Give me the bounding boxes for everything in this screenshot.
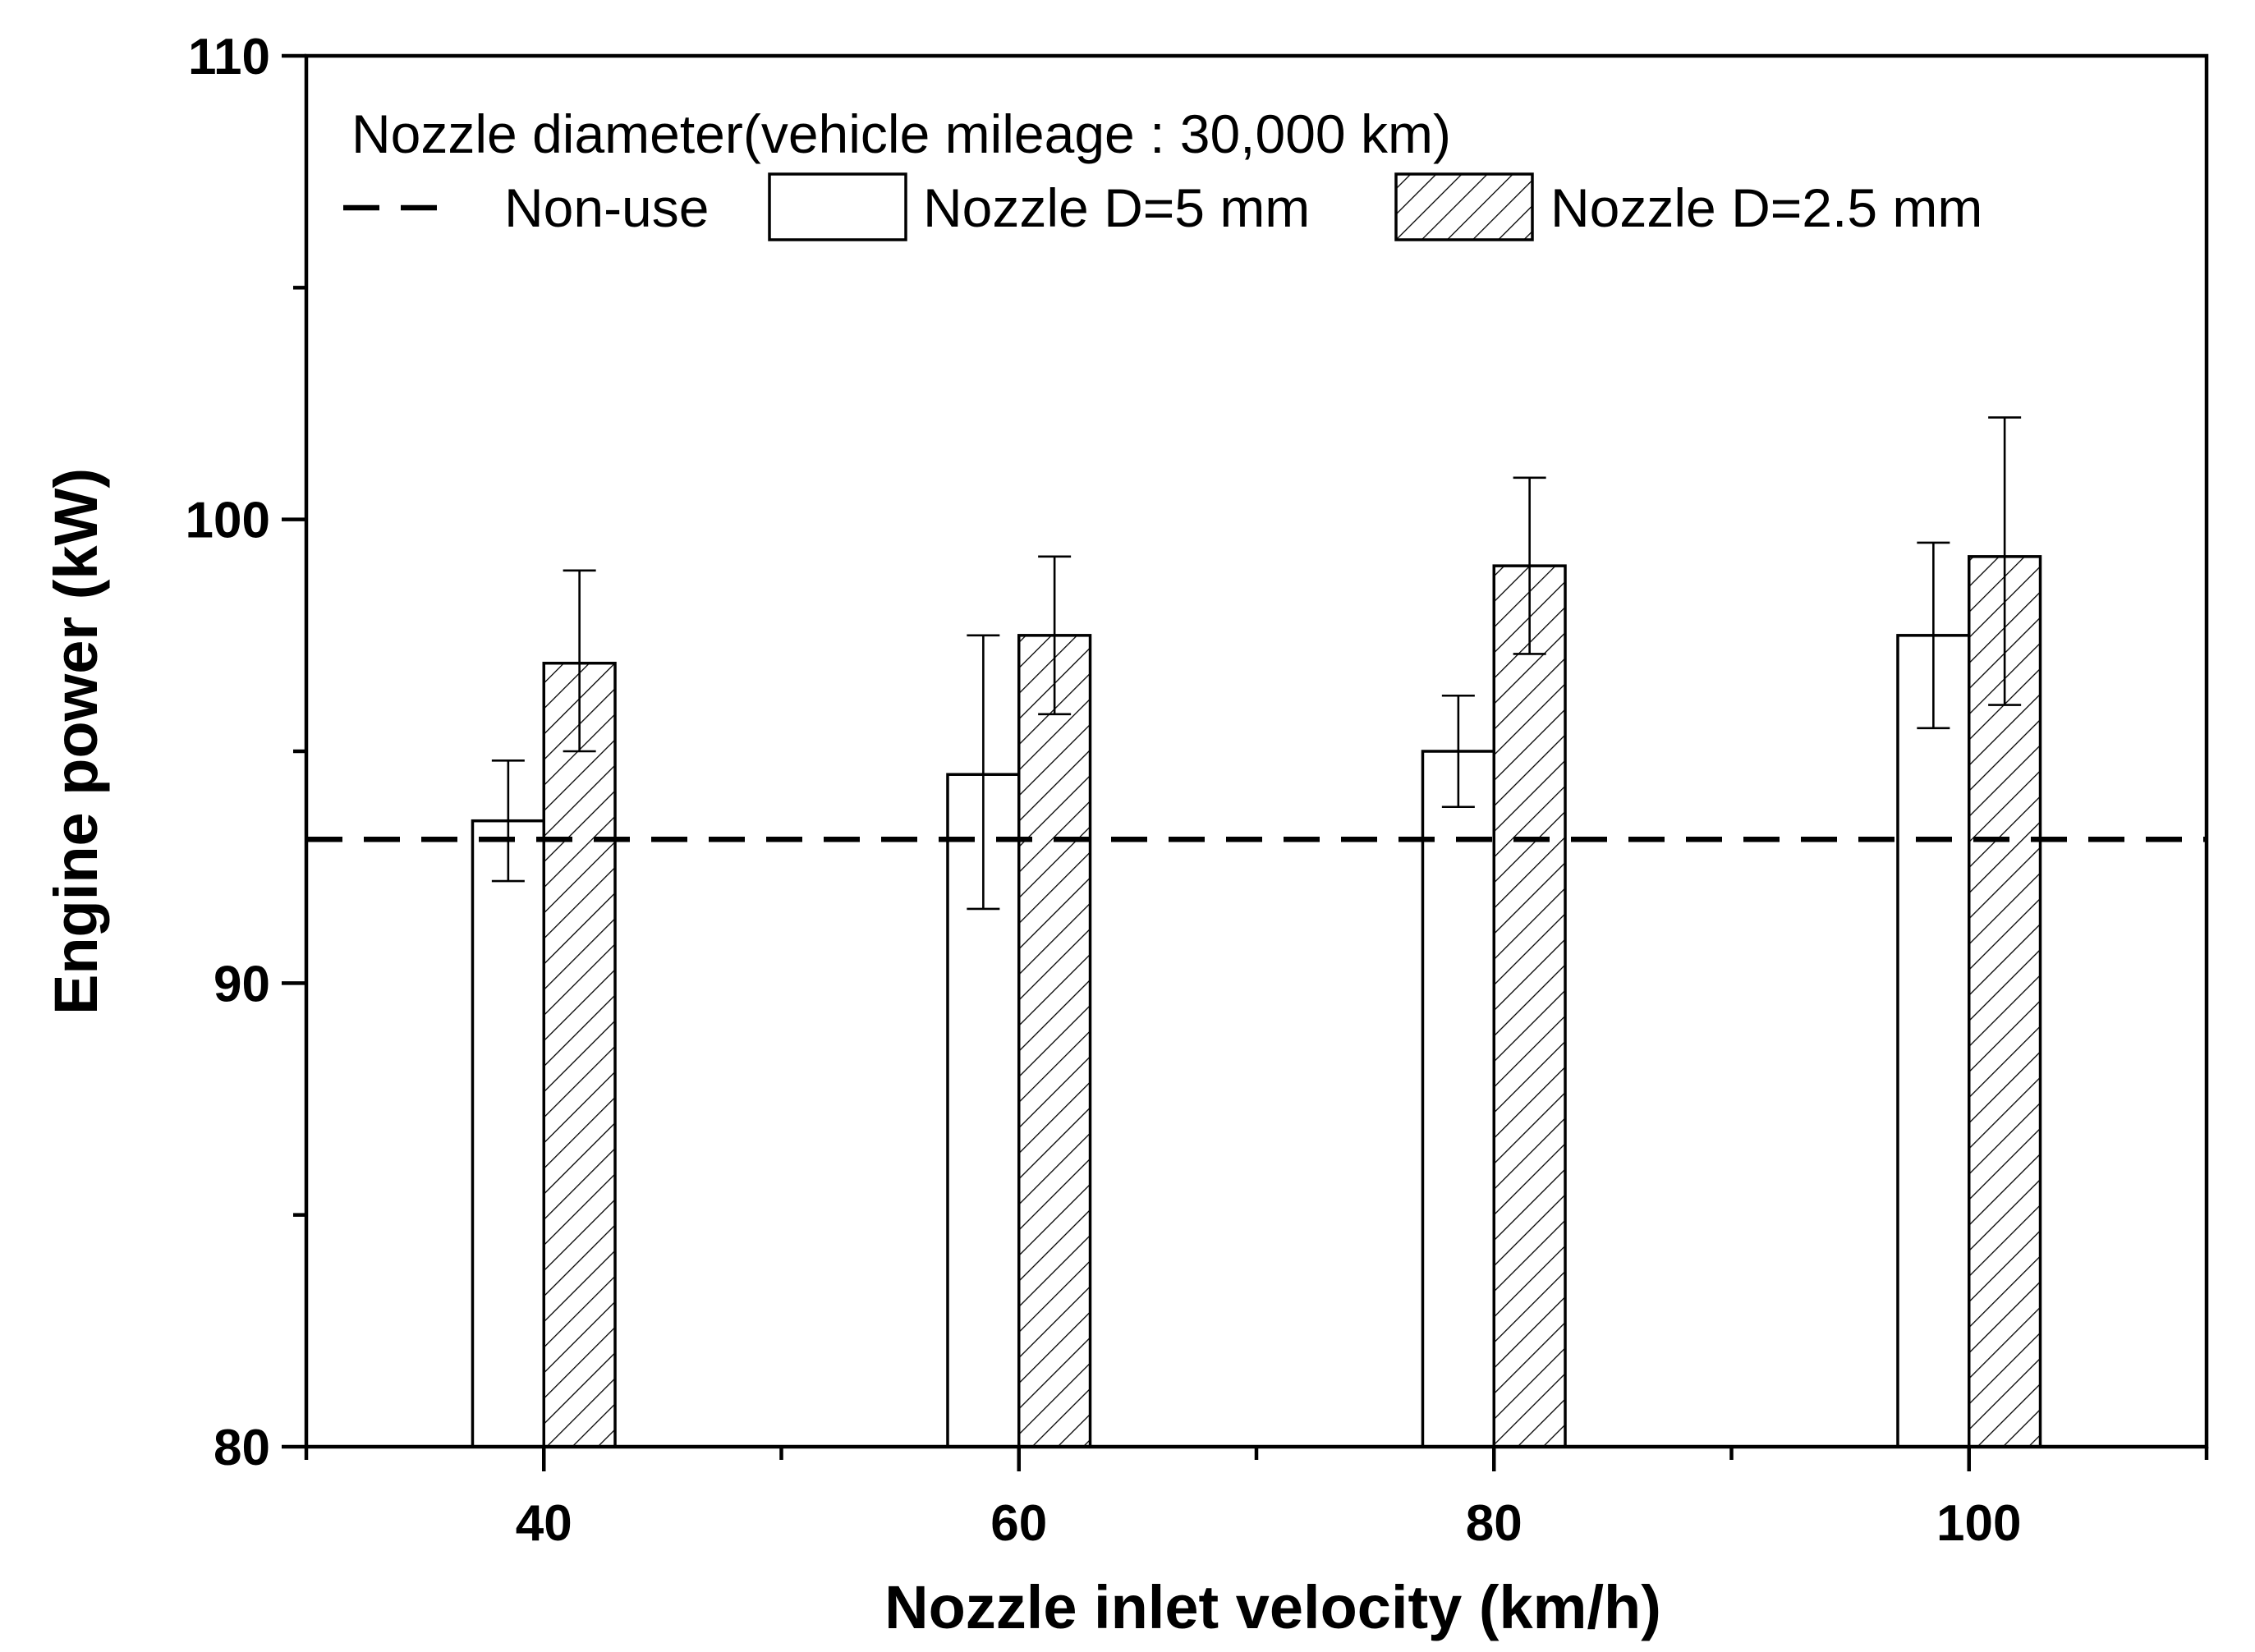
y-ticks: 80 90 100 110 (186, 29, 306, 1476)
error-bars (491, 416, 2022, 911)
error-bar-nozzle-d-5-mm-100 (1917, 541, 1950, 730)
error-bar-nozzle-d-2-5-mm-80 (1513, 476, 1546, 655)
error-bar-nozzle-d-2-5-mm-60 (1038, 555, 1072, 716)
y-axis-title: Engine power (kW) (42, 468, 110, 1015)
x-axis-title: Nozzle inlet velocity (km/h) (884, 1573, 1661, 1641)
legend-label-non-use: Non-use (504, 177, 709, 238)
y-tick-label-80: 80 (214, 1420, 270, 1476)
legend-label-nozzle-2-5mm: Nozzle D=2.5 mm (1550, 177, 1982, 238)
legend-label-nozzle-5mm: Nozzle D=5 mm (923, 177, 1310, 238)
bar-nozzle-d-2-5-mm-80 (1492, 564, 1567, 1448)
legend-title: Nozzle diameter(vehicle mileage : 30,000… (351, 103, 1451, 164)
x-tick-label-80: 80 (1466, 1495, 1522, 1552)
x-tick-label-40: 40 (516, 1495, 572, 1552)
bar-nozzle-d-5-mm-100 (1896, 634, 1971, 1448)
error-bar-nozzle-d-5-mm-40 (491, 759, 525, 883)
bar-nozzle-d-5-mm-40 (471, 819, 545, 1448)
error-bar-nozzle-d-5-mm-80 (1441, 694, 1475, 809)
bar-nozzle-d-2-5-mm-60 (1017, 634, 1092, 1448)
error-bar-nozzle-d-2-5-mm-40 (563, 569, 596, 753)
y-tick-label-100: 100 (186, 493, 270, 549)
bars (471, 555, 2042, 1448)
error-bar-nozzle-d-2-5-mm-100 (1988, 416, 2022, 706)
legend-swatch-nozzle-5mm (768, 172, 907, 241)
x-ticks: 40 60 80 100 (304, 1447, 2209, 1552)
legend-swatch-nozzle-2-5mm (1394, 172, 1534, 241)
error-bar-nozzle-d-5-mm-60 (967, 634, 1000, 911)
bar-nozzle-d-5-mm-80 (1421, 750, 1495, 1448)
legend: Nozzle diameter(vehicle mileage : 30,000… (343, 103, 1982, 241)
x-tick-label-60: 60 (990, 1495, 1047, 1552)
x-tick-label-100: 100 (1936, 1495, 2021, 1552)
bar-nozzle-d-2-5-mm-40 (542, 661, 617, 1448)
y-tick-label-90: 90 (214, 956, 270, 1012)
y-tick-label-110: 110 (188, 29, 270, 85)
